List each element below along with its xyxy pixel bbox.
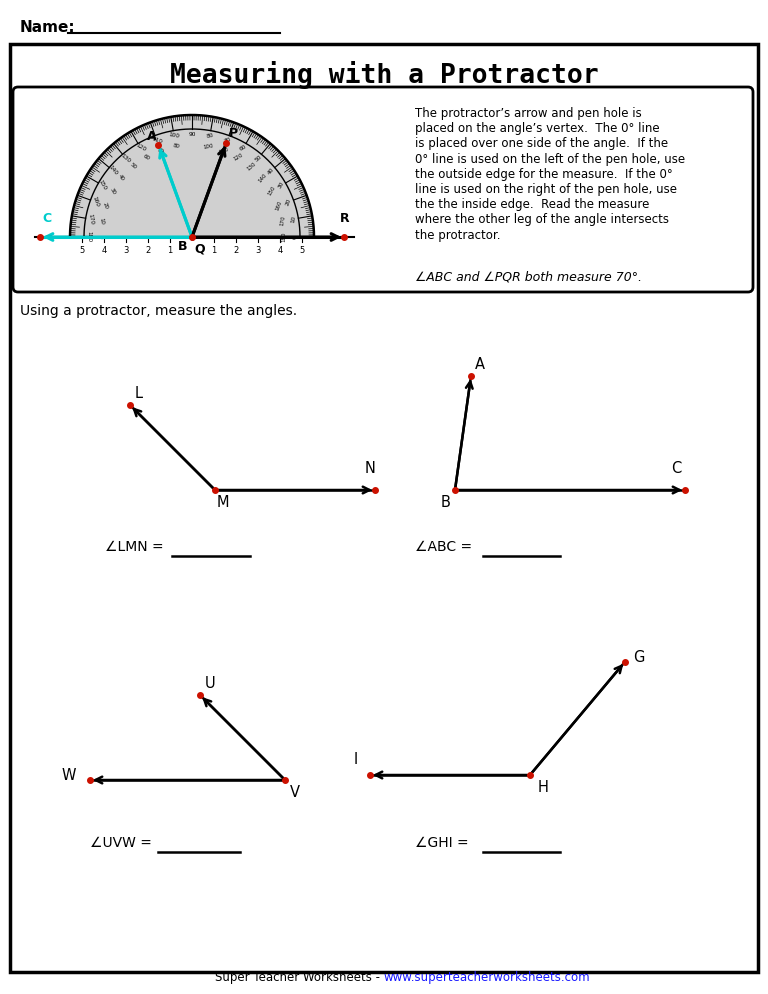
Text: 140: 140 (257, 172, 268, 184)
Text: Super Teacher Worksheets -: Super Teacher Worksheets - (215, 970, 384, 983)
Text: 40: 40 (118, 174, 126, 182)
Text: 90: 90 (188, 131, 196, 136)
Text: U: U (205, 676, 216, 691)
Text: the outside edge for the measure.  If the 0°: the outside edge for the measure. If the… (415, 168, 673, 181)
Text: 160: 160 (274, 200, 283, 212)
Text: 0: 0 (293, 236, 297, 239)
Text: 70: 70 (223, 136, 232, 144)
Text: L: L (134, 386, 142, 402)
Text: 5: 5 (79, 246, 84, 255)
Text: A: A (475, 357, 485, 372)
Text: 0: 0 (98, 236, 102, 239)
Text: 10: 10 (290, 215, 296, 224)
Text: www.superteacherworksheets.com: www.superteacherworksheets.com (384, 970, 591, 983)
Text: V: V (290, 785, 300, 800)
Text: ∠LMN =: ∠LMN = (105, 540, 164, 554)
Text: 20: 20 (102, 202, 109, 210)
Text: C: C (671, 461, 681, 476)
Text: 40: 40 (266, 166, 275, 175)
Text: P: P (229, 127, 238, 140)
FancyBboxPatch shape (13, 87, 753, 292)
Text: 2: 2 (145, 246, 151, 255)
Text: 3: 3 (124, 246, 129, 255)
Text: 110: 110 (217, 146, 230, 155)
Text: 120: 120 (232, 152, 243, 162)
Text: The protractor’s arrow and pen hole is: The protractor’s arrow and pen hole is (415, 107, 642, 120)
Text: B: B (441, 495, 451, 510)
Text: 100: 100 (203, 143, 214, 150)
Text: G: G (633, 650, 644, 665)
Text: 50: 50 (253, 154, 263, 162)
Text: B: B (178, 240, 187, 253)
Text: Measuring with a Protractor: Measuring with a Protractor (170, 61, 598, 89)
Text: 2: 2 (233, 246, 239, 255)
Text: 120: 120 (134, 143, 147, 153)
Text: the the inside edge.  Read the measure: the the inside edge. Read the measure (415, 198, 650, 211)
Text: ∠UVW =: ∠UVW = (90, 836, 152, 850)
Text: placed on the angle’s vertex.  The 0° line: placed on the angle’s vertex. The 0° lin… (415, 122, 660, 135)
Text: 60: 60 (239, 144, 248, 152)
Text: the protractor.: the protractor. (415, 229, 501, 242)
Text: 100: 100 (168, 132, 180, 139)
Text: H: H (538, 780, 549, 795)
Text: 1: 1 (211, 246, 217, 255)
Text: 140: 140 (108, 165, 118, 177)
Text: W: W (61, 768, 76, 783)
Text: A: A (147, 130, 156, 143)
Text: 30: 30 (277, 181, 285, 190)
Text: 150: 150 (267, 185, 276, 197)
Polygon shape (70, 115, 314, 237)
Text: N: N (365, 461, 376, 476)
Text: 10: 10 (98, 217, 104, 225)
Text: ∠GHI =: ∠GHI = (415, 836, 468, 850)
Text: 180: 180 (87, 232, 91, 243)
Text: 110: 110 (151, 136, 163, 144)
Text: 0° line is used on the left of the pen hole, use: 0° line is used on the left of the pen h… (415, 153, 685, 166)
Text: line is used on the right of the pen hole, use: line is used on the right of the pen hol… (415, 183, 677, 196)
Text: 150: 150 (98, 180, 108, 192)
Text: 5: 5 (300, 246, 305, 255)
Text: 130: 130 (120, 153, 131, 164)
Text: 30: 30 (108, 187, 116, 195)
Text: 170: 170 (87, 213, 94, 225)
Text: Q: Q (194, 242, 204, 255)
Text: 130: 130 (246, 161, 257, 172)
Text: ∠ABC =: ∠ABC = (415, 540, 472, 554)
Text: where the other leg of the angle intersects: where the other leg of the angle interse… (415, 214, 669, 227)
Text: 50: 50 (128, 162, 137, 171)
Text: 80: 80 (172, 143, 180, 149)
Text: 180: 180 (282, 232, 286, 243)
Text: ∠ABC and ∠PQR both measure 70°.: ∠ABC and ∠PQR both measure 70°. (415, 270, 642, 283)
Text: is placed over one side of the angle.  If the: is placed over one side of the angle. If… (415, 137, 668, 150)
Text: 60: 60 (142, 153, 151, 161)
Text: 1: 1 (167, 246, 173, 255)
Text: 160: 160 (91, 196, 99, 208)
Text: R: R (340, 212, 349, 225)
Text: 20: 20 (285, 198, 293, 206)
Text: C: C (42, 212, 51, 225)
Text: 70: 70 (157, 147, 164, 154)
Text: 4: 4 (277, 246, 283, 255)
Text: Name:: Name: (20, 21, 75, 36)
Text: M: M (217, 495, 230, 510)
Text: 4: 4 (101, 246, 107, 255)
Text: Using a protractor, measure the angles.: Using a protractor, measure the angles. (20, 304, 297, 318)
Text: I: I (354, 752, 358, 767)
Text: 170: 170 (280, 216, 286, 227)
Text: 3: 3 (255, 246, 260, 255)
Text: 80: 80 (206, 132, 214, 139)
